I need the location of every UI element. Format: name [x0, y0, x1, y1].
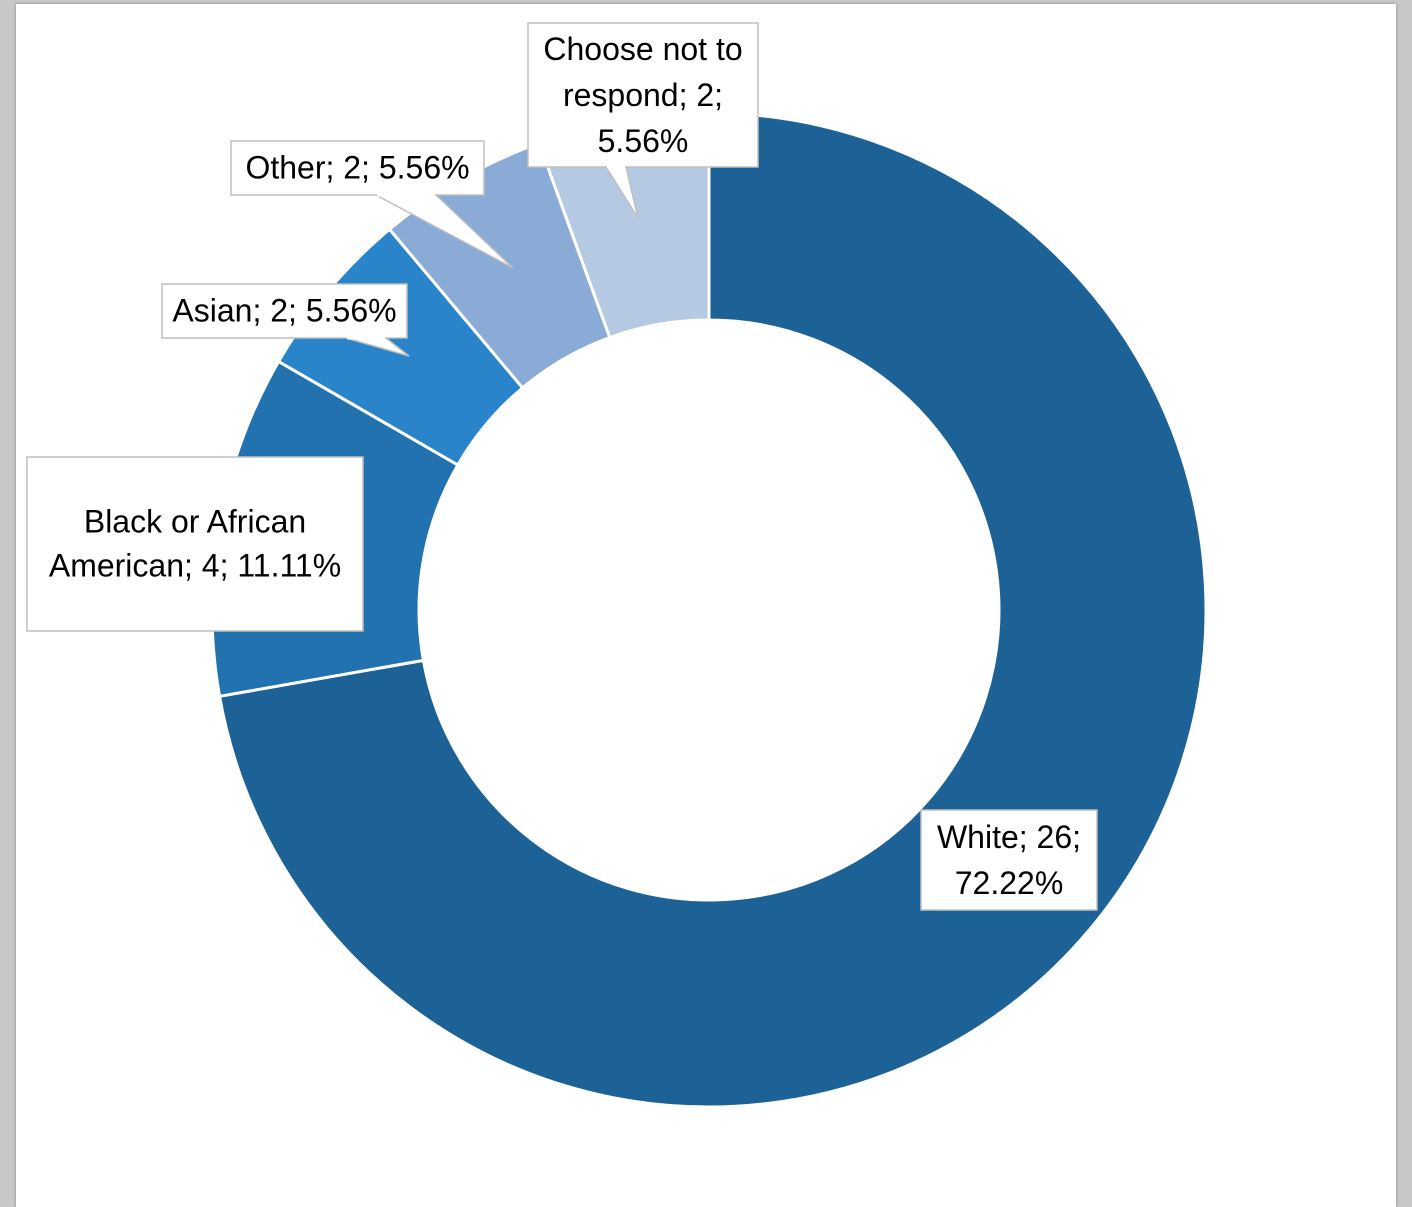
data-label-text: White; 26;: [937, 819, 1081, 855]
data-label-black-or-african-american: Black or African American; 4; 11.11%: [26, 456, 364, 632]
data-label-text: Black or African: [84, 504, 306, 540]
data-label-text: 72.22%: [955, 865, 1064, 901]
data-label-text: Asian; 2; 5.56%: [172, 293, 396, 329]
data-label-choose-not-to-respond: Choose not to respond; 2; 5.56%: [527, 22, 759, 219]
data-label-text: Other; 2; 5.56%: [245, 150, 469, 186]
chart-area: White; 26; 72.22% Black or African American…: [16, 4, 1396, 1207]
callout-box: [230, 140, 485, 196]
callout-box: [161, 283, 408, 339]
callout-box: [920, 809, 1098, 911]
data-label-asian: Asian; 2; 5.56%: [161, 283, 410, 357]
donut-chart: White; 26; 72.22% Black or African American…: [26, 22, 1208, 1109]
callout-box: [527, 22, 759, 168]
callout-box: [26, 456, 364, 632]
data-label-other: Other; 2; 5.56%: [230, 140, 514, 269]
data-label-text: Choose not to: [543, 31, 742, 67]
data-label-white: White; 26; 72.22%: [920, 809, 1098, 911]
data-label-text: American; 4; 11.11%: [49, 548, 341, 584]
data-label-text: 5.56%: [598, 123, 689, 159]
data-label-text: respond; 2;: [563, 77, 723, 113]
